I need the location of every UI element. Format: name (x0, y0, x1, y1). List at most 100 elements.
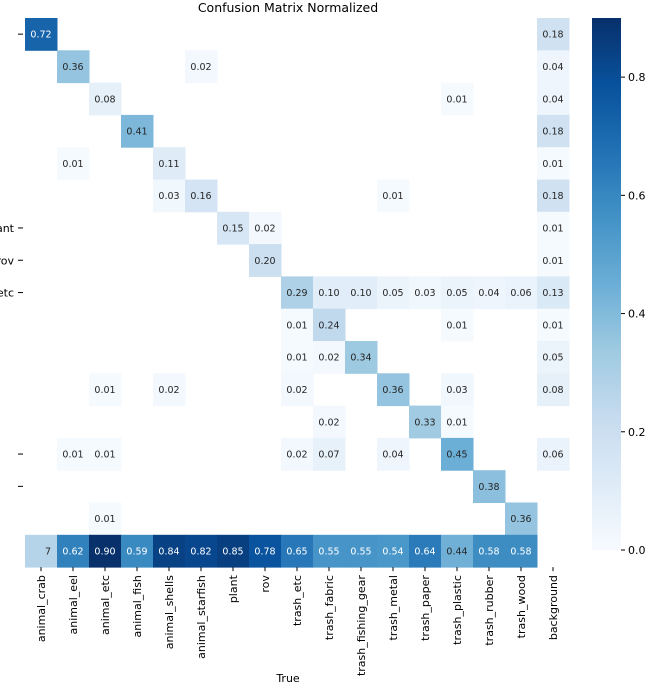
heatmap-cell (473, 276, 506, 310)
heatmap-cell (281, 437, 314, 471)
cell-value-label: 0.85 (222, 546, 243, 557)
cell-value-label: 0.36 (510, 514, 531, 525)
x-tick-label: animal_fish (131, 575, 144, 637)
colorbar-tick-label: 0.0 (628, 544, 646, 557)
heatmap-cell (377, 534, 410, 568)
cell-value-label: 0.02 (318, 353, 339, 364)
x-tick-label: trash_rubber (483, 575, 496, 646)
cell-value-label: 0.72 (30, 30, 51, 41)
cell-value-label: 0.01 (542, 256, 563, 267)
cell-value-label: 0.03 (414, 288, 435, 299)
heatmap-cell (89, 82, 122, 116)
cell-value-label: 0.02 (318, 417, 339, 428)
heatmap-cell (505, 502, 538, 536)
heatmap-cell (313, 308, 346, 342)
cell-value-label: 0.01 (382, 191, 403, 202)
heatmap-cell (121, 534, 154, 568)
heatmap-cell (249, 534, 282, 568)
heatmap-cell (185, 534, 218, 568)
colorbar-tick-label: 0.6 (628, 189, 646, 202)
cell-value-label: 0.16 (190, 191, 211, 202)
heatmap-cell (537, 179, 570, 213)
cell-value-label: 0.44 (446, 546, 467, 557)
heatmap-cell (57, 50, 90, 84)
y-tick-label: ant (0, 222, 15, 235)
x-tick-label: plant (227, 574, 240, 603)
cell-value-label: 0.01 (542, 320, 563, 331)
heatmap-cell (153, 534, 186, 568)
heatmap-cell (537, 18, 570, 51)
heatmap-cell (153, 179, 186, 213)
heatmap-cell (441, 308, 474, 342)
cell-value-label: 0.36 (62, 62, 83, 73)
heatmap-cell (537, 373, 570, 407)
heatmap-cell (281, 373, 314, 407)
heatmap-cell (441, 437, 474, 471)
x-tick-labels: animal_crab animal_eel animal_etc animal_fi… (35, 567, 560, 676)
cell-value-label: 0.01 (542, 159, 563, 170)
heatmap-cell (153, 147, 186, 180)
cell-value-label: 0.02 (190, 62, 211, 73)
cell-value-label: 0.62 (62, 546, 83, 557)
heatmap-cell (377, 437, 410, 471)
cell-value-label: 0.04 (478, 288, 499, 299)
heatmap-cell (537, 82, 570, 116)
heatmap-cell (313, 341, 346, 374)
heatmap-cell (89, 437, 122, 471)
heatmap-cell (537, 244, 570, 277)
heatmap-cell (345, 534, 378, 568)
cell-value-label: 0.15 (222, 223, 243, 234)
cell-value-label: 0.03 (158, 191, 179, 202)
heatmap-cell (25, 534, 58, 568)
heatmap-cell (153, 373, 186, 407)
heatmap-cell (537, 147, 570, 180)
heatmap-cell (281, 534, 314, 568)
heatmap-cell (281, 341, 314, 374)
cell-value-label: 0.10 (318, 288, 339, 299)
cell-value-label: 0.01 (94, 385, 115, 396)
heatmap-cell (25, 18, 58, 51)
heatmap-cell (537, 308, 570, 342)
cell-value-label: 0.55 (350, 546, 371, 557)
heatmap-cell (537, 50, 570, 84)
heatmap-cell (89, 373, 122, 407)
cell-value-label: 0.05 (542, 353, 563, 364)
cell-value-label: 0.01 (446, 320, 467, 331)
cell-value-label: 0.01 (542, 223, 563, 234)
cell-value-label: 0.18 (542, 191, 563, 202)
colorbar-ticks: 0.0 0.2 0.4 0.6 0.8 (621, 71, 646, 557)
heatmap-cell (345, 341, 378, 374)
heatmap-cell (473, 534, 506, 568)
cell-value-label: 0.04 (542, 62, 563, 73)
heatmap-cell (537, 341, 570, 374)
cell-value-label: 0.01 (94, 514, 115, 525)
x-tick-label: animal_crab (35, 575, 48, 642)
heatmap-cell (281, 308, 314, 342)
cell-value-label: 0.45 (446, 450, 467, 461)
heatmap-cell (249, 211, 282, 245)
cell-value-label: 0.84 (158, 546, 179, 557)
x-tick-label: trash_metal (387, 575, 400, 640)
cell-value-label: 0.01 (446, 417, 467, 428)
cell-value-label: 0.13 (542, 288, 563, 299)
y-tick-label: rov (0, 254, 14, 267)
cell-value-label: 0.02 (158, 385, 179, 396)
cell-value-label: 0.65 (286, 546, 307, 557)
heatmap-cell (249, 244, 282, 277)
heatmap-cell (217, 211, 250, 245)
heatmap-cell (441, 276, 474, 310)
cell-value-label: 0.36 (382, 385, 403, 396)
cell-value-label: 0.01 (62, 159, 83, 170)
colorbar-tick-label: 0.8 (628, 71, 646, 84)
x-tick-label: rov (259, 575, 272, 593)
heatmap-cell (505, 534, 538, 568)
heatmap-cell (345, 276, 378, 310)
cell-value-label: 0.01 (94, 450, 115, 461)
heatmap-cell (441, 405, 474, 439)
y-tick-labels: ant rov etc (0, 33, 23, 487)
cell-value-label: 0.34 (350, 353, 371, 364)
x-tick-label: animal_starfish (195, 575, 208, 659)
cell-value-label: 0.01 (446, 94, 467, 105)
cell-value-label: 0.10 (350, 288, 371, 299)
x-tick-label: animal_eel (67, 575, 80, 634)
